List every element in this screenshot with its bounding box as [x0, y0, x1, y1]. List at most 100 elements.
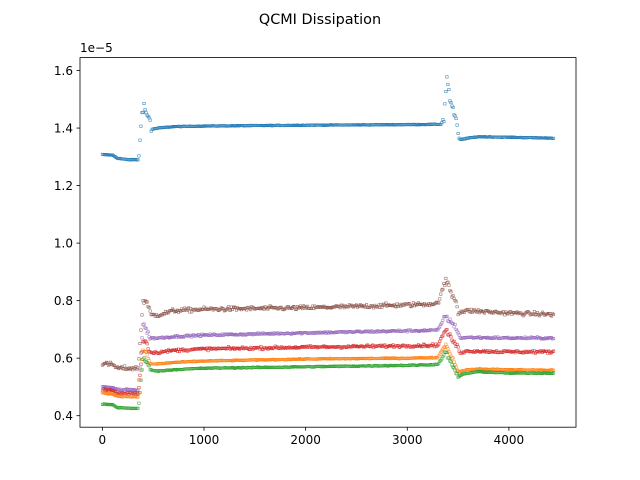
- plot-frame: [79, 57, 577, 428]
- data-point: [502, 310, 506, 314]
- data-point: [365, 303, 369, 307]
- data-point: [444, 342, 448, 346]
- data-point: [451, 356, 455, 360]
- data-point: [453, 323, 457, 326]
- data-point: [444, 276, 448, 280]
- data-point: [552, 349, 556, 353]
- data-point: [449, 101, 453, 105]
- series-0: [100, 75, 556, 162]
- data-point: [449, 360, 453, 364]
- data-point: [144, 350, 148, 354]
- data-point: [454, 117, 458, 121]
- data-point: [468, 310, 472, 314]
- data-point: [139, 328, 143, 332]
- data-point: [446, 280, 450, 284]
- series-layer: [100, 75, 556, 411]
- data-point: [448, 317, 452, 321]
- data-point: [138, 342, 142, 346]
- data-point: [146, 330, 150, 334]
- data-point: [447, 88, 451, 92]
- data-point: [449, 335, 453, 339]
- data-point: [226, 305, 230, 309]
- data-point: [446, 83, 450, 87]
- data-point: [394, 305, 398, 309]
- data-point: [455, 123, 459, 127]
- x-tick-label: 3000: [392, 433, 423, 447]
- y-axis: 0.4 0.6 0.8 1.0 1.2 1.4 1.6: [54, 64, 80, 423]
- x-tick-label: 1000: [189, 433, 220, 447]
- data-point: [443, 283, 447, 287]
- data-point: [442, 120, 446, 124]
- y-tick-label: 0.4: [54, 409, 73, 423]
- data-point: [552, 371, 556, 375]
- data-point: [301, 307, 305, 311]
- data-point: [137, 386, 141, 390]
- data-point: [143, 108, 147, 112]
- x-tick-label: 4000: [494, 433, 525, 447]
- data-point: [445, 314, 449, 318]
- data-point: [552, 136, 556, 140]
- data-point: [122, 367, 126, 371]
- data-point: [454, 300, 458, 304]
- data-point: [439, 292, 443, 296]
- data-point: [137, 401, 141, 405]
- y-offset-label: 1e−5: [80, 41, 113, 55]
- data-point: [552, 337, 556, 341]
- data-point: [139, 124, 143, 128]
- data-point: [145, 353, 149, 357]
- series-1: [100, 276, 556, 372]
- data-point: [145, 342, 149, 346]
- data-point: [448, 332, 452, 336]
- data-point: [445, 75, 449, 79]
- data-point: [140, 336, 144, 340]
- data-point: [445, 351, 449, 355]
- data-point: [142, 356, 146, 360]
- data-point: [446, 347, 450, 351]
- data-point: [147, 306, 151, 309]
- data-point: [442, 353, 446, 357]
- y-tick-label: 1.6: [54, 64, 73, 78]
- y-tick-label: 0.6: [54, 351, 73, 365]
- data-point: [456, 132, 460, 135]
- data-point: [441, 334, 445, 338]
- data-point: [138, 391, 142, 395]
- data-point: [453, 368, 457, 372]
- data-point: [147, 364, 151, 368]
- data-point: [443, 346, 447, 349]
- data-point: [138, 138, 142, 142]
- data-point: [455, 305, 459, 309]
- x-tick-label: 0: [99, 433, 107, 447]
- y-tick-label: 1.0: [54, 236, 73, 250]
- data-point: [136, 395, 140, 399]
- data-point: [441, 318, 445, 322]
- data-point: [384, 301, 388, 305]
- data-point: [140, 368, 144, 372]
- data-point: [443, 102, 447, 106]
- y-tick-label: 1.4: [54, 121, 73, 135]
- data-point: [146, 347, 150, 351]
- data-point: [144, 327, 148, 331]
- data-point: [438, 339, 442, 343]
- data-point: [249, 308, 253, 312]
- data-point: [447, 356, 451, 360]
- data-point: [452, 325, 456, 329]
- data-point: [228, 308, 232, 312]
- data-point: [437, 342, 441, 346]
- data-point: [148, 118, 152, 122]
- data-point: [145, 300, 149, 304]
- data-point: [440, 321, 444, 325]
- data-point: [187, 306, 191, 310]
- data-point: [445, 328, 449, 331]
- data-point: [438, 297, 442, 301]
- series-5: [100, 350, 556, 411]
- data-point: [476, 308, 480, 312]
- data-point: [441, 287, 445, 291]
- data-point: [456, 345, 460, 349]
- data-point: [142, 102, 146, 105]
- data-point: [469, 307, 473, 311]
- data-point: [137, 154, 141, 158]
- data-point: [457, 333, 461, 337]
- data-point: [140, 313, 144, 317]
